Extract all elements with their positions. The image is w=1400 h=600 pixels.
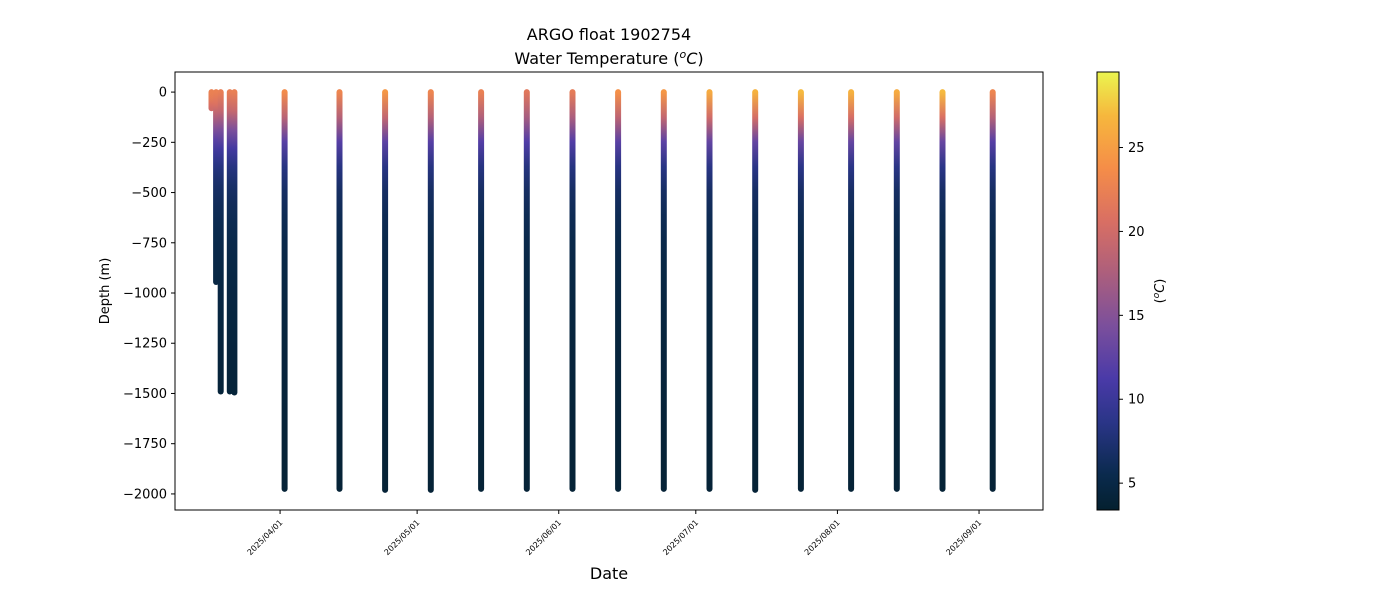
x-tick-label: 2025/05/01 <box>383 518 422 557</box>
colorbar-tick-label: 5 <box>1128 477 1136 492</box>
colorbar-tick-label: 10 <box>1128 393 1145 408</box>
plot-area <box>208 89 996 493</box>
x-tick-label: 2025/09/01 <box>944 518 983 557</box>
x-axis: 2025/04/01 2025/05/01 2025/06/01 2025/07/01… <box>246 510 983 557</box>
x-tick-label: 2025/08/01 <box>803 518 842 557</box>
y-tick-label: 0 <box>159 86 167 101</box>
x-tick-label: 2025/06/01 <box>524 518 563 557</box>
y-tick-label: −250 <box>131 136 167 151</box>
y-tick-label: −2000 <box>123 487 167 502</box>
axes-frame <box>174 71 1044 511</box>
colorbar-label: (oC) <box>1152 279 1168 304</box>
colorbar-tick-label: 20 <box>1128 225 1145 240</box>
y-axis-label: Depth (m) <box>98 258 113 325</box>
colorbar-tick-label: 25 <box>1128 141 1145 156</box>
x-tick-label: 2025/07/01 <box>661 518 700 557</box>
chart-subtitle: Water Temperature (oC) <box>514 48 703 68</box>
y-tick-label: −500 <box>131 186 167 201</box>
colorbar-tick-label: 15 <box>1128 309 1145 324</box>
colorbar <box>1096 71 1120 511</box>
x-axis-label: Date <box>590 564 628 583</box>
y-axis: 0 −250 −500 −750 −1000 −1250 −1500 −1750 −2000 <box>123 86 175 502</box>
x-tick-label: 2025/04/01 <box>246 518 285 557</box>
y-tick-label: −1250 <box>123 337 167 352</box>
chart-title: ARGO float 1902754 <box>527 25 691 44</box>
y-tick-label: −1000 <box>123 287 167 302</box>
y-tick-label: −1750 <box>123 437 167 452</box>
y-tick-label: −750 <box>131 236 167 251</box>
y-tick-label: −1500 <box>123 387 167 402</box>
colorbar-axis: 5 10 15 20 25 <box>1119 141 1145 492</box>
